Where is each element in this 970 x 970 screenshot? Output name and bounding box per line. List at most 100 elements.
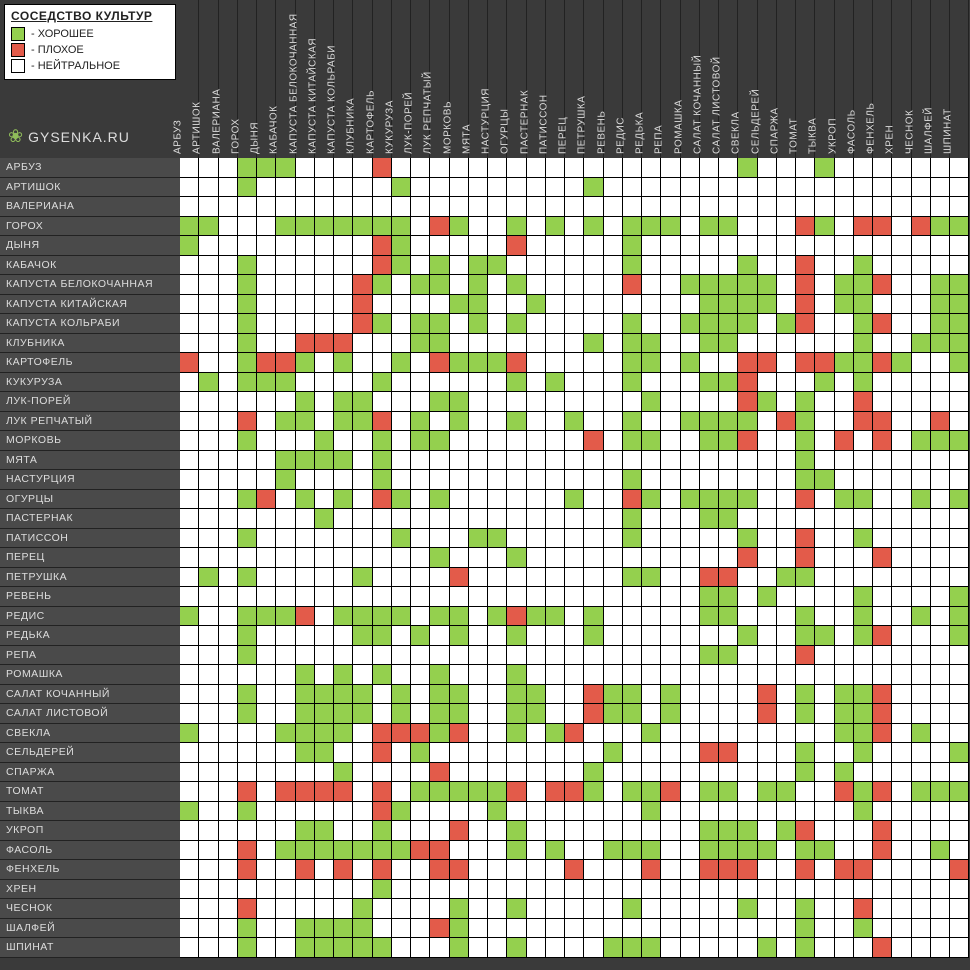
cell [257,646,276,666]
cell [835,373,854,393]
cell [604,334,623,354]
cell [488,353,507,373]
cell [854,509,873,529]
cell [334,919,353,939]
cell [276,158,295,178]
cell [527,158,546,178]
cell [296,841,315,861]
cell [912,587,931,607]
cell [642,665,661,685]
cell [642,763,661,783]
cell [373,275,392,295]
cell [546,256,565,276]
cell [392,646,411,666]
cell [488,529,507,549]
cell [450,412,469,432]
cell [854,802,873,822]
row-header: ШАЛФЕЙ [0,919,180,939]
grid-row [180,548,970,568]
grid-row [180,724,970,744]
cell [527,451,546,471]
cell [373,802,392,822]
cell [199,646,218,666]
row-header: МОРКОВЬ [0,431,180,451]
cell [199,743,218,763]
cell [931,334,950,354]
cell [642,685,661,705]
cell [257,158,276,178]
cell [700,821,719,841]
cell [642,880,661,900]
cell [565,860,584,880]
cell [257,373,276,393]
cell [777,802,796,822]
cell [604,509,623,529]
cell [584,256,603,276]
cell [758,392,777,412]
cell [507,802,526,822]
cell [931,353,950,373]
row-header: ПЕРЕЦ [0,548,180,568]
cell [796,880,815,900]
cell [777,256,796,276]
cell [873,665,892,685]
cell [700,490,719,510]
cell [219,275,238,295]
cell [623,275,642,295]
legend-good: - ХОРОШЕЕ [11,27,169,41]
cell [892,568,911,588]
cell [950,236,969,256]
cell [738,178,757,198]
cell [276,626,295,646]
cell [507,217,526,237]
cell [276,431,295,451]
cell [661,899,680,919]
cell [353,548,372,568]
cell [604,470,623,490]
cell [623,763,642,783]
grid-row [180,821,970,841]
cell [507,197,526,217]
cell [296,646,315,666]
cell [681,314,700,334]
cell [430,178,449,198]
cell [565,548,584,568]
cell [334,334,353,354]
cell [796,860,815,880]
cell [199,275,218,295]
cell [835,743,854,763]
cell [546,529,565,549]
cell [835,880,854,900]
cell [873,607,892,627]
cell [661,841,680,861]
grid-row [180,704,970,724]
grid-row [180,860,970,880]
cell [180,314,199,334]
cell [777,470,796,490]
cell [758,314,777,334]
cell [604,782,623,802]
cell [469,821,488,841]
cell [719,295,738,315]
cell [353,860,372,880]
cell [411,197,430,217]
grid-row [180,743,970,763]
cell [430,197,449,217]
cell [411,295,430,315]
cell [373,704,392,724]
cell [700,236,719,256]
cell [796,314,815,334]
row-header: АРБУЗ [0,158,180,178]
cell [758,158,777,178]
cell [238,899,257,919]
cell [604,490,623,510]
cell [257,314,276,334]
cell [450,392,469,412]
cell [854,919,873,939]
cell [430,743,449,763]
cell [296,568,315,588]
grid-row [180,256,970,276]
cell [796,275,815,295]
cell [219,548,238,568]
cell [276,412,295,432]
